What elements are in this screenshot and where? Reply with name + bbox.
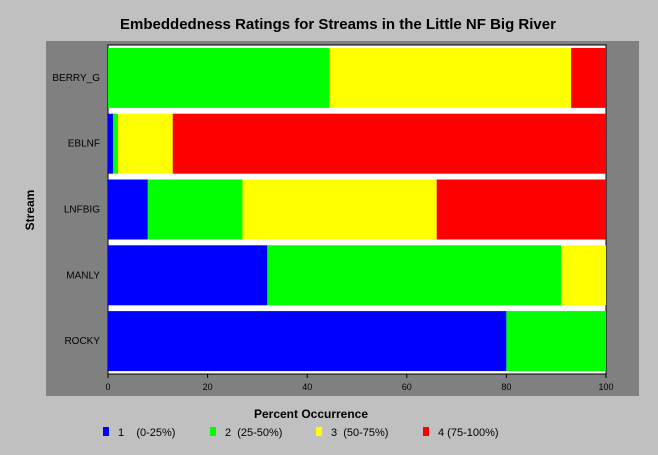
bar-manly-rating-3: [561, 245, 606, 306]
legend: 1 (0-25%) 2 (25-50%) 3 (50-75%) 4 (75-100%): [103, 427, 499, 439]
category-label: ROCKY: [64, 336, 100, 347]
bar-rocky-rating-1: [108, 311, 507, 372]
bar-lnfbig-rating-2: [147, 179, 243, 240]
legend-swatch: [316, 427, 322, 436]
category-label: BERRY_G: [52, 73, 100, 84]
category-label: LNFBIG: [64, 205, 100, 216]
bars: [108, 47, 607, 372]
bar-eblnf-rating-2: [112, 113, 118, 174]
bar-lnfbig-rating-3: [242, 179, 437, 240]
x-tick-label: 40: [302, 382, 312, 392]
bar-eblnf-rating-1: [108, 113, 113, 174]
bar-lnfbig-rating-1: [108, 179, 148, 240]
legend-swatch: [423, 427, 429, 436]
chart-title: Embeddedness Ratings for Streams in the …: [120, 16, 556, 33]
bar-rocky-rating-2: [506, 311, 606, 372]
x-axis-title: Percent Occurrence: [254, 407, 368, 421]
bar-manly-rating-1: [108, 245, 268, 306]
bar-berry_g-rating-3: [329, 47, 572, 108]
y-axis-title: Stream: [23, 190, 37, 231]
x-axis-ticks: 0 20 40 60 80 100: [105, 374, 614, 392]
x-tick-label: 0: [105, 382, 110, 392]
bar-eblnf-rating-4: [172, 113, 607, 174]
category-label: MANLY: [66, 270, 100, 281]
x-tick-label: 20: [203, 382, 213, 392]
legend-label: 3 (50-75%): [331, 427, 388, 439]
x-tick-label: 60: [402, 382, 412, 392]
legend-swatch: [210, 427, 216, 436]
legend-label: 1 (0-25%): [118, 427, 175, 439]
bar-lnfbig-rating-4: [436, 179, 606, 240]
category-labels: BERRY_G EBLNF LNFBIG MANLY ROCKY: [52, 73, 100, 347]
x-tick-label: 100: [598, 382, 613, 392]
legend-label: 2 (25-50%): [225, 427, 282, 439]
legend-swatch: [103, 427, 109, 436]
bar-berry_g-rating-4: [571, 47, 606, 108]
bar-berry_g-rating-2: [108, 47, 330, 108]
legend-label: 4 (75-100%): [438, 427, 499, 439]
x-tick-label: 80: [501, 382, 511, 392]
category-label: EBLNF: [68, 139, 100, 150]
bar-eblnf-rating-3: [117, 113, 173, 174]
bar-manly-rating-2: [267, 245, 562, 306]
